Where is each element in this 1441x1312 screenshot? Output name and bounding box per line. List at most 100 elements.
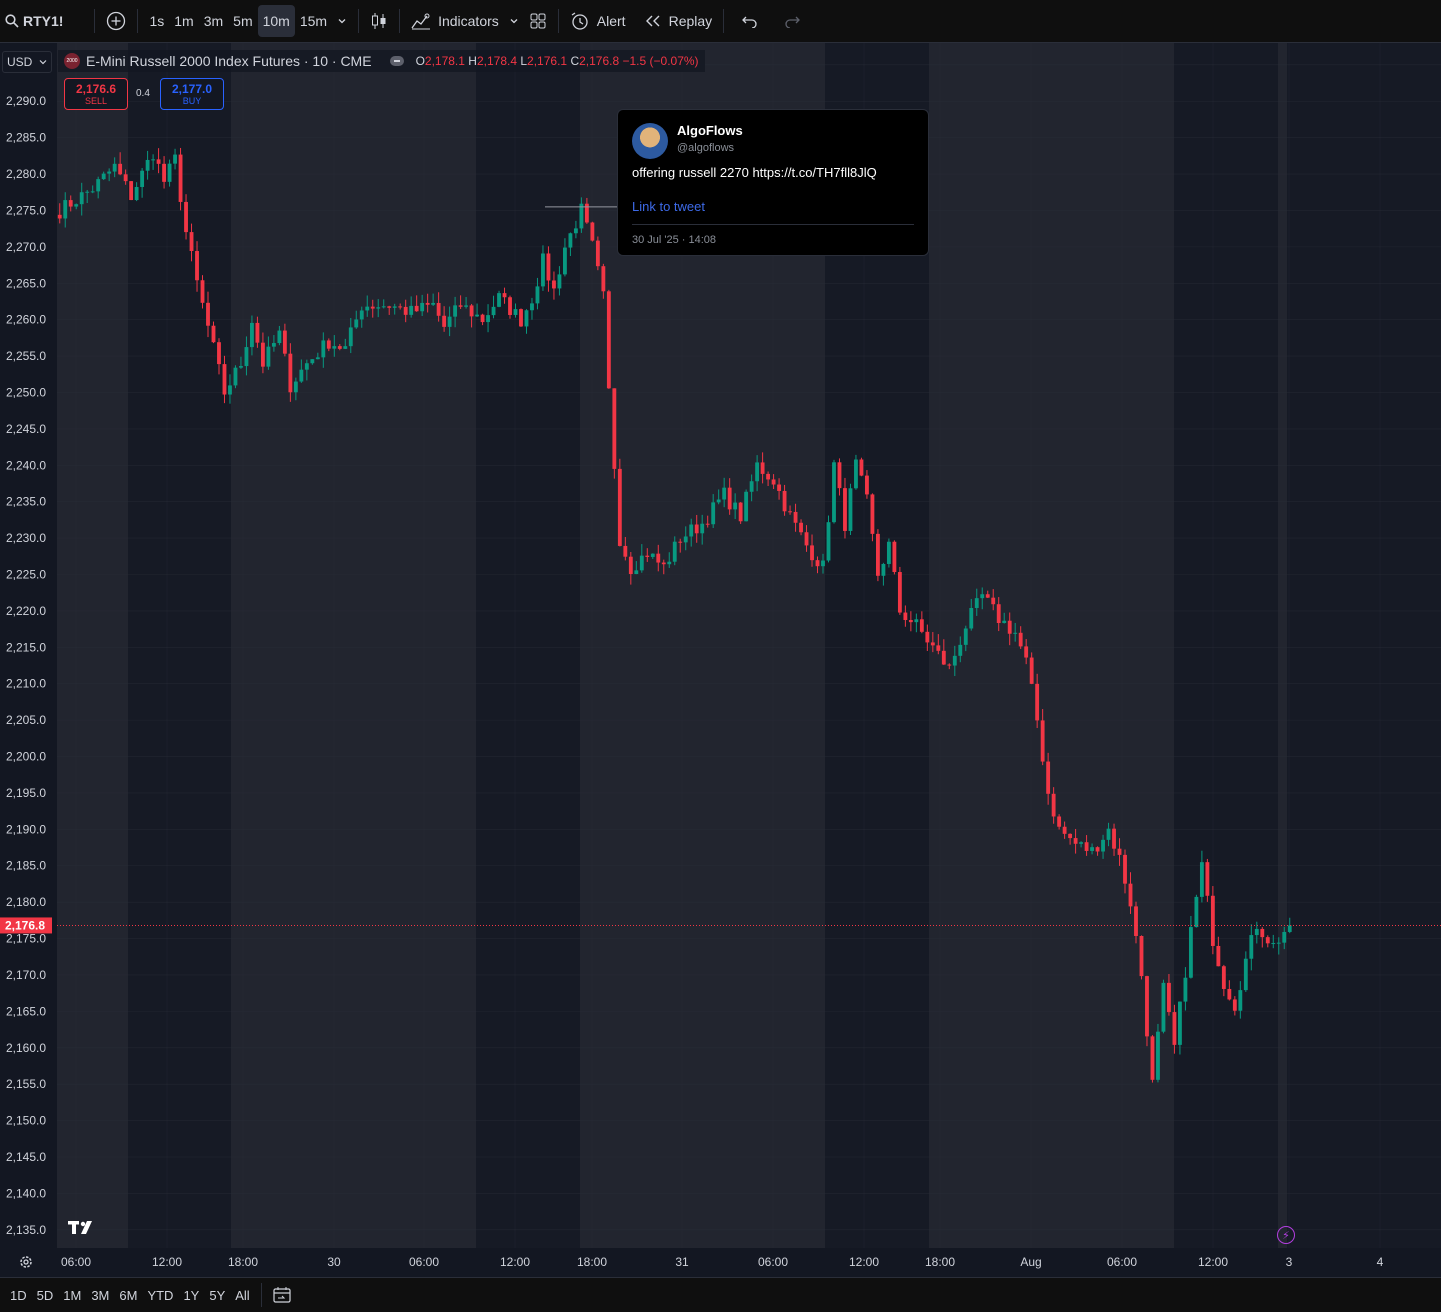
price-tick-label: 2,220.0 [6, 604, 46, 618]
tweet-author-name: AlgoFlows [677, 123, 743, 138]
candle-body [694, 524, 699, 534]
candle-body [771, 479, 776, 485]
candle-body [590, 222, 595, 241]
candle-body [497, 293, 501, 307]
candle-body [865, 475, 869, 495]
chart-type-button[interactable] [365, 5, 393, 37]
separator [557, 9, 559, 33]
date-range-icon[interactable] [272, 1286, 292, 1304]
interval-3m[interactable]: 3m [203, 13, 224, 29]
range-6m[interactable]: 6M [119, 1287, 138, 1303]
candle-body [1194, 896, 1199, 928]
lightning-icon[interactable]: ⚡ [1277, 1226, 1295, 1244]
candle-body [304, 363, 309, 370]
candle-body [606, 291, 611, 389]
close-value: 2,176.8 [579, 54, 620, 68]
candle-body [991, 597, 996, 605]
candle-body [727, 487, 732, 510]
undo-button[interactable] [736, 5, 762, 37]
interval-15m[interactable]: 15m [299, 13, 328, 29]
range-1y[interactable]: 1Y [183, 1287, 200, 1303]
range-1d[interactable]: 1D [10, 1287, 27, 1303]
gear-icon[interactable] [18, 1254, 34, 1270]
range-all[interactable]: All [235, 1287, 250, 1303]
candle-body [843, 488, 847, 531]
price-tick-label: 2,165.0 [6, 1004, 46, 1018]
price-tick-label: 2,280.0 [6, 167, 46, 181]
candle-body [491, 306, 496, 316]
plus-circle-icon [107, 11, 126, 31]
range-1m[interactable]: 1M [63, 1287, 82, 1303]
candle-body [436, 302, 441, 316]
candle-body [815, 560, 820, 567]
candle-body [689, 524, 694, 537]
close-label: C [570, 54, 580, 68]
session-band [128, 43, 231, 1248]
candle-body [310, 359, 315, 364]
interval-dropdown[interactable] [332, 5, 352, 37]
candle-body [359, 310, 364, 320]
interval-1m[interactable]: 1m [174, 13, 194, 29]
candle-body [996, 604, 1001, 624]
tradingview-logo-icon[interactable] [68, 1219, 100, 1235]
collapse-legend-icon[interactable] [389, 56, 404, 66]
candle-body [277, 330, 282, 344]
interval-10m[interactable]: 10m [257, 5, 295, 37]
bottom-toolbar: 1D 5D 1M 3M 6M YTD 1Y 5Y All [0, 1277, 1441, 1312]
candle-body [1051, 793, 1056, 817]
buy-price: 2,177.0 [171, 81, 213, 96]
buy-button[interactable]: 2,177.0 BUY [160, 78, 224, 110]
candle-body [952, 655, 957, 666]
candle-body [963, 628, 968, 645]
indicators-dropdown[interactable] [504, 5, 524, 37]
range-ytd[interactable]: YTD [147, 1287, 174, 1303]
last-price-label: 2,176.8 [5, 918, 45, 932]
separator [399, 9, 401, 33]
candle-body [1254, 928, 1259, 936]
symbol-title[interactable]: E-Mini Russell 2000 Index Futures · 10 ·… [86, 53, 372, 69]
candle-body [74, 204, 79, 207]
currency-selector[interactable]: USD [2, 51, 52, 73]
avatar [632, 123, 668, 159]
redo-button[interactable] [780, 5, 806, 37]
symbol-search[interactable]: RTY1! [0, 5, 68, 37]
candle-body [947, 664, 952, 666]
candle-body [63, 200, 68, 219]
candle-body [96, 179, 101, 192]
candle-body [85, 191, 90, 193]
replay-button[interactable]: Replay [639, 5, 718, 37]
candle-body [788, 511, 792, 513]
templates-button[interactable] [524, 5, 552, 37]
candle-body [206, 302, 210, 326]
candle-body [118, 163, 123, 175]
candle-body [387, 306, 392, 308]
candle-body [184, 201, 188, 233]
price-tick-label: 2,175.0 [6, 932, 46, 946]
candle-body [925, 631, 930, 643]
compare-button[interactable] [101, 5, 131, 37]
alert-button[interactable]: Alert [565, 5, 631, 37]
range-3m[interactable]: 3M [91, 1287, 110, 1303]
alert-label: Alert [596, 13, 626, 29]
ohlc-values: O2,178.1 H2,178.4 L2,176.1 C2,176.8 −1.5… [416, 54, 699, 68]
candle-body [1062, 826, 1067, 834]
interval-5m[interactable]: 5m [233, 13, 253, 29]
candle-body [469, 305, 474, 317]
candle-body [480, 314, 485, 323]
candle-body [612, 388, 617, 469]
time-tick-label: 18:00 [577, 1255, 607, 1269]
candle-body [573, 228, 578, 234]
alarm-clock-icon [571, 12, 588, 30]
tweet-link[interactable]: Link to tweet [632, 199, 705, 214]
candle-body [1073, 838, 1078, 844]
range-5d[interactable]: 5D [36, 1287, 54, 1303]
separator [137, 9, 139, 33]
candle-body [1035, 683, 1040, 721]
candle-body [897, 572, 902, 613]
price-tick-label: 2,145.0 [6, 1150, 46, 1164]
sell-button[interactable]: 2,176.6 SELL [64, 78, 128, 110]
interval-1s[interactable]: 1s [149, 13, 165, 29]
candle-body [1095, 847, 1100, 852]
indicators-button[interactable]: Indicators [406, 5, 504, 37]
range-5y[interactable]: 5Y [209, 1287, 226, 1303]
